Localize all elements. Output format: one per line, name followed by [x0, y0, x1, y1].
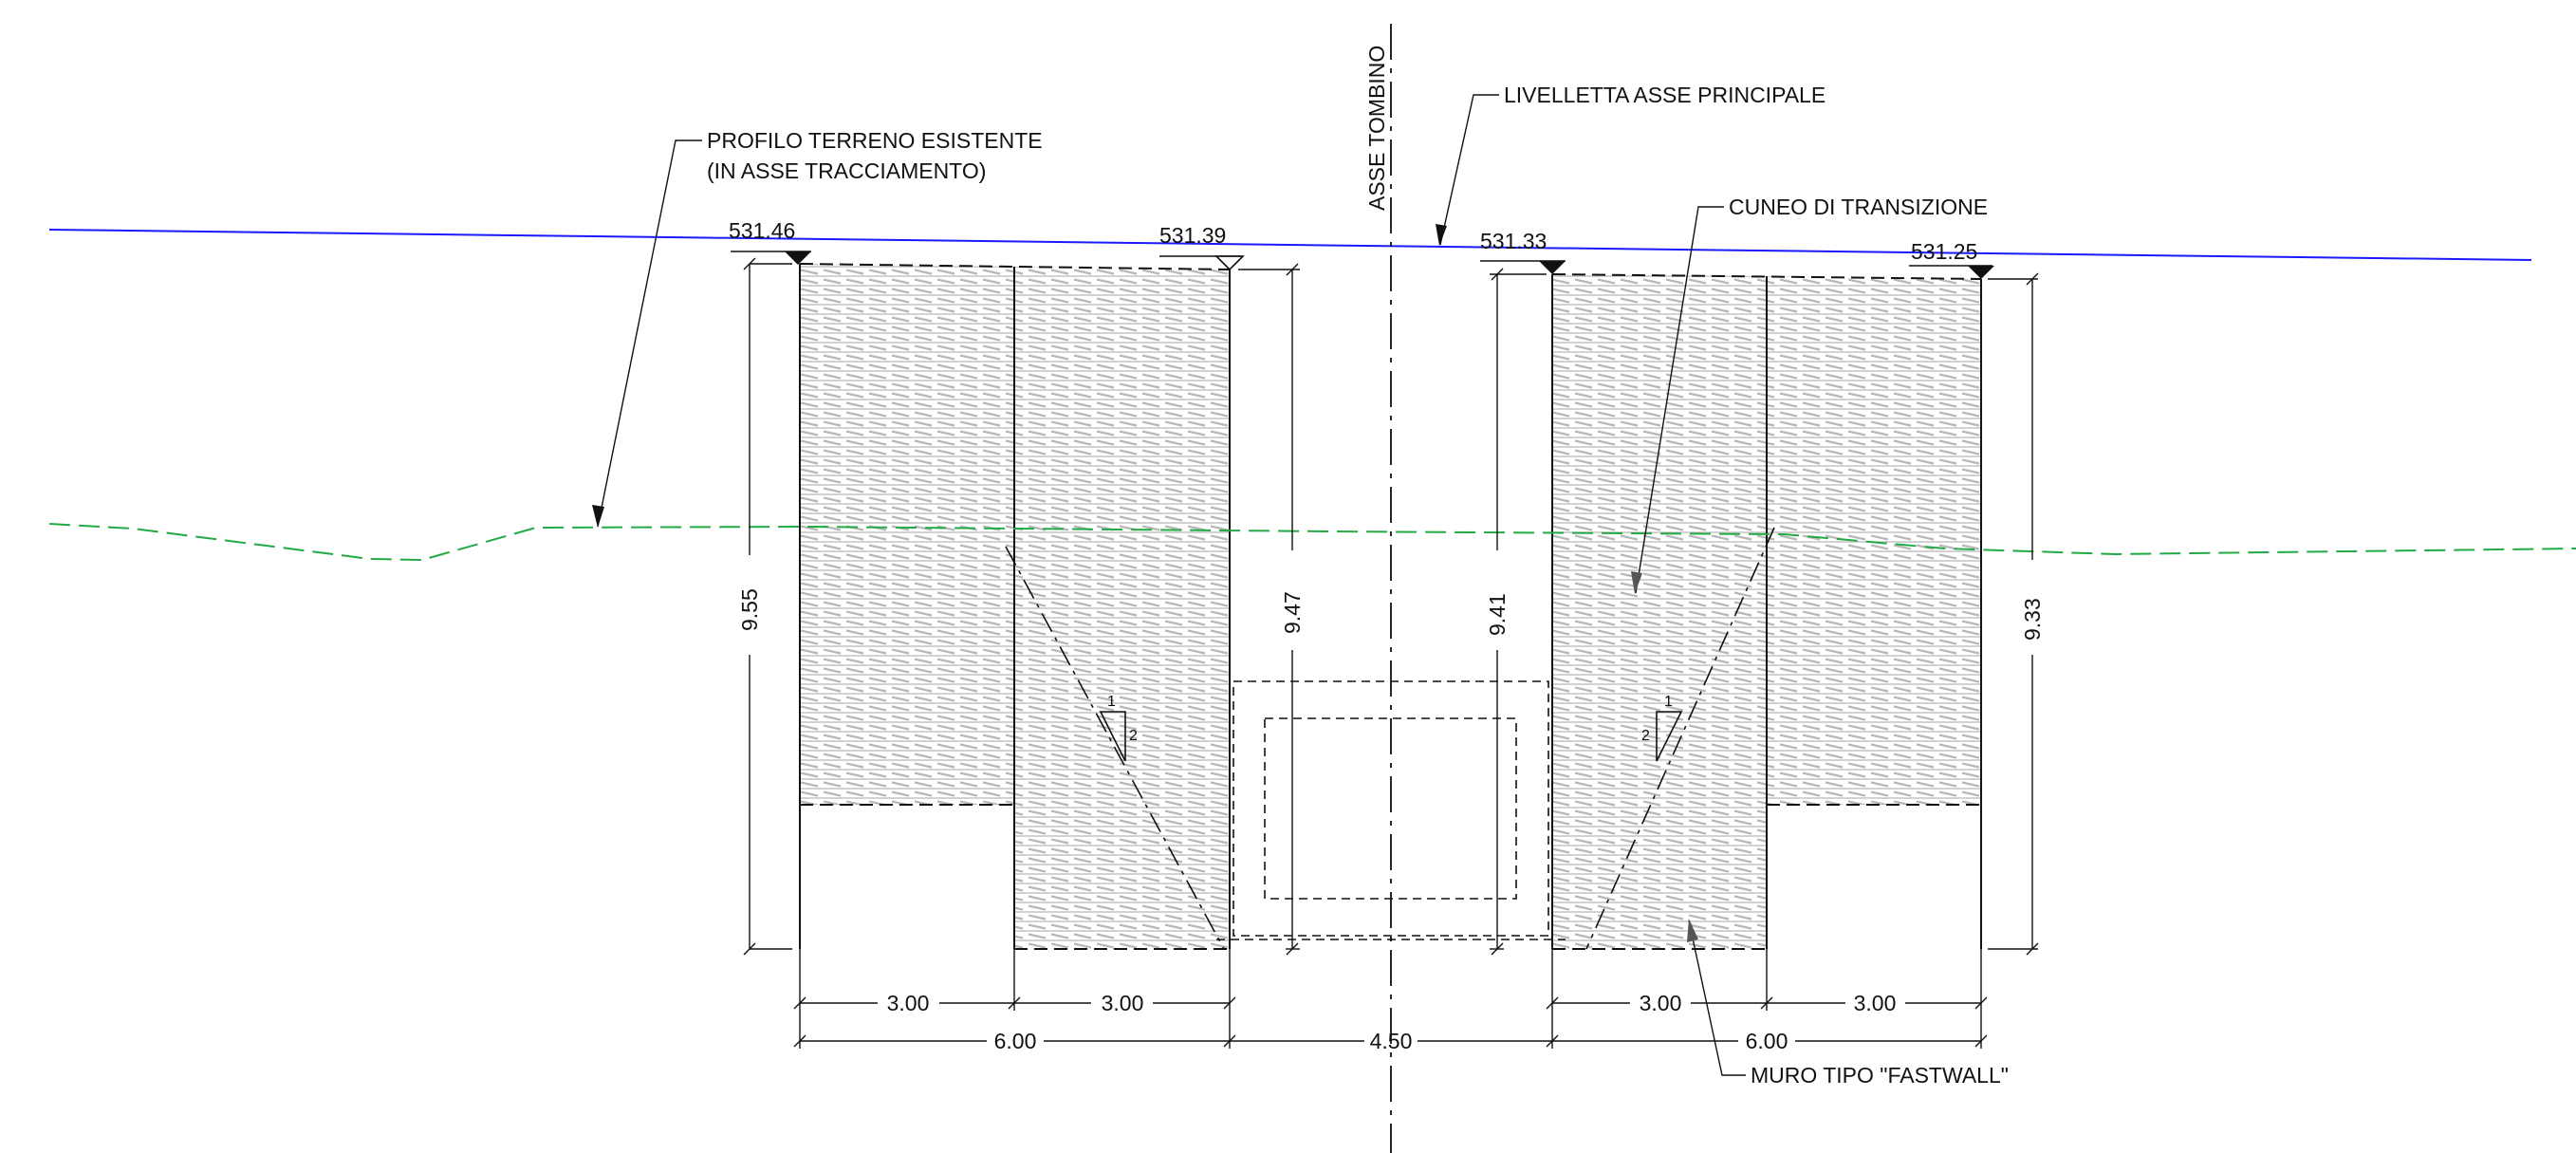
height-label-left-outer: 9.55 [737, 588, 762, 631]
left-wall-inner-block [1014, 267, 1230, 949]
main-axis-grade-line [48, 229, 2532, 261]
slope-indicator-left: 1 2 [1099, 694, 1138, 762]
slope-run-label: 2 [1641, 728, 1650, 744]
slope-indicator-right: 1 2 [1641, 694, 1683, 762]
width-label-left-total: 6.00 [994, 1029, 1037, 1053]
callout-transition-wedge: CUNEO DI TRANSIZIONE [1631, 195, 1988, 594]
elevation-label: 531.25 [1911, 239, 1977, 264]
right-wall-inner-block [1552, 274, 1767, 949]
height-label-right-outer: 9.33 [2020, 598, 2045, 641]
height-label-left-inner: 9.47 [1280, 591, 1305, 634]
elevation-marker-left-outer: 531.46 [729, 218, 811, 265]
elevation-label: 531.33 [1480, 229, 1547, 253]
elevation-marker-left-inner: 531.39 [1159, 223, 1245, 271]
slope-run-label: 2 [1129, 728, 1138, 744]
right-wall-outer-block [1767, 276, 1981, 805]
wall-type-label: MURO TIPO "FASTWALL" [1751, 1063, 2009, 1088]
culvert-axis-label: ASSE TOMBINO [1364, 46, 1389, 211]
elevation-label: 531.39 [1159, 223, 1226, 248]
elevation-label: 531.46 [729, 218, 795, 243]
slope-rise-label: 1 [1107, 694, 1116, 710]
elevation-marker-right-inner: 531.33 [1480, 229, 1566, 274]
width-label-culvert: 4.50 [1370, 1029, 1413, 1053]
slope-rise-label: 1 [1664, 694, 1673, 710]
width-label-right-a: 3.00 [1640, 991, 1682, 1015]
existing-ground-label-line2: (IN ASSE TRACCIAMENTO) [707, 158, 986, 183]
callout-wall-type: MURO TIPO "FASTWALL" [1687, 919, 2009, 1088]
width-label-left-b: 3.00 [1102, 991, 1144, 1015]
main-axis-grade-label: LIVELLETTA ASSE PRINCIPALE [1504, 83, 1825, 107]
callout-existing-ground: PROFILO TERRENO ESISTENTE (IN ASSE TRACC… [592, 128, 1043, 528]
callout-main-axis-grade: LIVELLETTA ASSE PRINCIPALE [1436, 83, 1825, 246]
existing-ground-profile-line [48, 523, 2576, 562]
width-label-right-total: 6.00 [1746, 1029, 1788, 1053]
wall-outlines [799, 263, 1982, 950]
width-label-right-b: 3.00 [1854, 991, 1897, 1015]
width-dimension-lines [793, 949, 1988, 1049]
existing-ground-label-line1: PROFILO TERRENO ESISTENTE [707, 128, 1043, 153]
left-wall-outer-block [800, 264, 1014, 805]
width-label-left-a: 3.00 [887, 991, 930, 1015]
height-dimension-lines [743, 257, 2039, 956]
transition-wedge-label: CUNEO DI TRANSIZIONE [1729, 195, 1988, 219]
height-label-right-inner: 9.41 [1485, 593, 1510, 636]
transition-wedge-lines [1005, 527, 1775, 950]
elevation-marker-right-outer: 531.25 [1909, 239, 1994, 279]
